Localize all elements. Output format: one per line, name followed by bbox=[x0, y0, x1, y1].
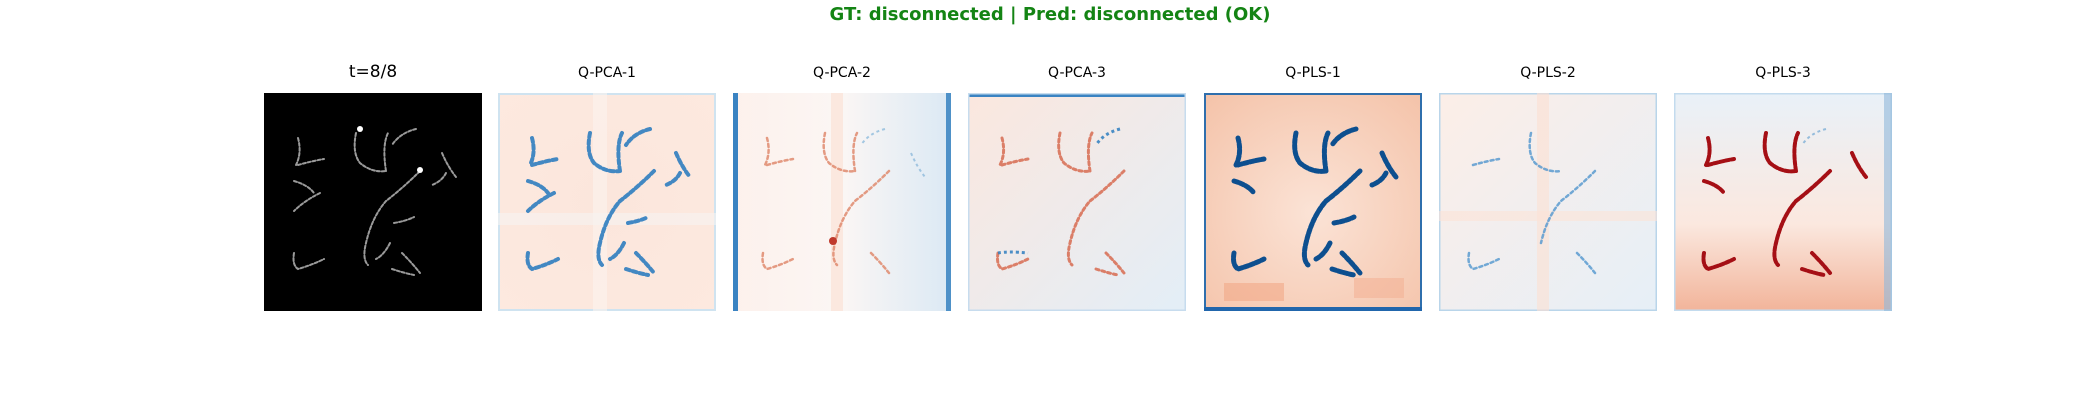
saliency-map bbox=[1439, 93, 1657, 311]
saliency-map bbox=[498, 93, 716, 311]
panel-title: Q-PLS-2 bbox=[1520, 65, 1576, 81]
panel-title: t=8/8 bbox=[348, 62, 398, 82]
panel-input: t=8/8 bbox=[264, 62, 482, 311]
panel-q-pls-1: Q-PLS-1 bbox=[1204, 65, 1422, 311]
panel-q-pca-1: Q-PCA-1 bbox=[498, 65, 716, 311]
figure-suptitle: GT: disconnected | Pred: disconnected (O… bbox=[829, 4, 1271, 25]
saliency-map bbox=[968, 93, 1186, 311]
saliency-map bbox=[1204, 93, 1422, 311]
panel-title: Q-PCA-1 bbox=[578, 65, 636, 81]
panel-q-pls-2: Q-PLS-2 bbox=[1439, 65, 1657, 311]
panel-q-pls-3: Q-PLS-3 bbox=[1674, 65, 1892, 311]
panel-title: Q-PCA-2 bbox=[813, 65, 871, 81]
saliency-map bbox=[733, 93, 951, 311]
panel-title: Q-PLS-1 bbox=[1285, 65, 1341, 81]
panel-title: Q-PLS-3 bbox=[1755, 65, 1811, 81]
saliency-map bbox=[1674, 93, 1892, 311]
panel-q-pca-2: Q-PCA-2 bbox=[733, 65, 951, 311]
input-image bbox=[264, 93, 482, 311]
panel-q-pca-3: Q-PCA-3 bbox=[968, 65, 1186, 311]
panel-title: Q-PCA-3 bbox=[1048, 65, 1106, 81]
